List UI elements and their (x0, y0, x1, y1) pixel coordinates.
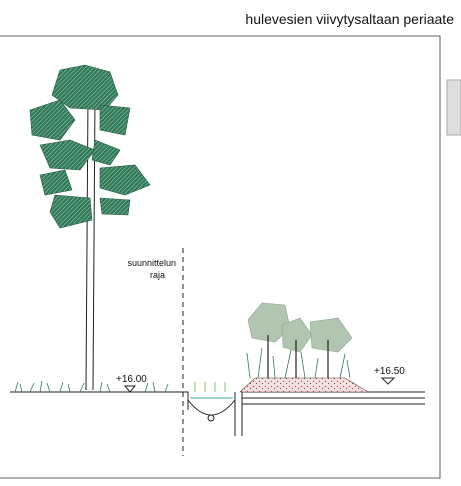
ground (10, 391, 425, 436)
level-marker (123, 385, 137, 393)
grass (14, 380, 226, 393)
title: hulevesien viivytysaltaan periaate (245, 11, 454, 27)
shrubs (246, 302, 353, 379)
level-label: +16.50 (374, 366, 405, 377)
boundary-label: raja (150, 270, 165, 280)
boundary-label: suunnittelun (127, 258, 176, 268)
level-label: +16.00 (116, 374, 147, 385)
level-marker (380, 377, 396, 385)
planting-bed (239, 377, 370, 393)
side-tab (446, 79, 461, 136)
tree (29, 64, 151, 391)
frame (0, 35, 441, 479)
